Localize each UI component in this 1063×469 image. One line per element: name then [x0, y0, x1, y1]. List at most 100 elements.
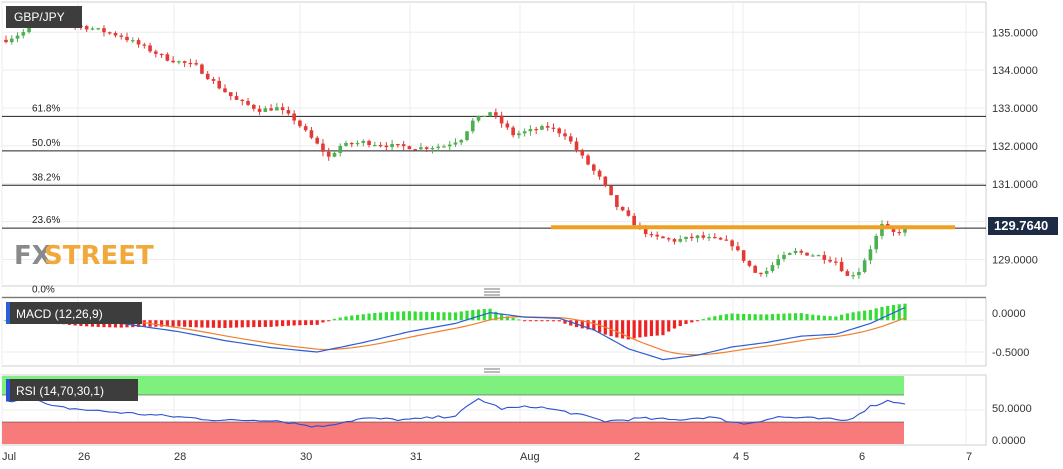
- time-label: 2: [634, 451, 640, 463]
- price-panel: [1, 1, 987, 287]
- price-tick: 132.0000: [992, 141, 1038, 153]
- candle-body: [770, 265, 775, 271]
- macd-hist-bar: [378, 312, 383, 321]
- candle-body: [211, 79, 216, 81]
- watermark: FX STREET: [14, 241, 154, 271]
- candle-body: [396, 144, 400, 146]
- macd-hist-bar: [661, 320, 665, 336]
- candle-body: [753, 265, 757, 273]
- macd-hist-bar: [626, 320, 630, 340]
- macd-hist-bar: [315, 320, 319, 325]
- candle-body: [810, 255, 815, 257]
- candle-body: [580, 149, 585, 156]
- macd-hist-bar: [840, 314, 844, 321]
- candle-body: [130, 40, 135, 42]
- macd-hist-bar: [569, 320, 573, 326]
- candle-body: [822, 255, 827, 260]
- macd-rsi-resize-handle[interactable]: [484, 368, 500, 373]
- rsi-axis: 50.0000 0.0000: [992, 403, 1032, 447]
- candle-body: [465, 131, 469, 141]
- candle-body: [96, 28, 101, 30]
- candle-body: [713, 237, 717, 239]
- macd-hist-bar: [292, 320, 296, 326]
- candle-body: [257, 108, 262, 112]
- candle-body: [390, 144, 394, 148]
- candle-body: [453, 142, 458, 145]
- candle-body: [707, 237, 711, 239]
- candle-body: [592, 164, 596, 171]
- time-label: 26: [78, 451, 90, 463]
- macd-hist-bar: [402, 311, 406, 321]
- fib-label: 0.0%: [32, 284, 55, 295]
- symbol-label: GBP/JPY: [14, 10, 65, 24]
- candle-body: [280, 107, 285, 111]
- last-price-label: 129.7640: [994, 218, 1048, 233]
- candle-body: [545, 126, 550, 128]
- candle-body: [442, 146, 446, 148]
- candle-body: [136, 40, 141, 45]
- candle-body: [292, 113, 296, 121]
- candle-body: [361, 140, 366, 143]
- candle-body: [655, 234, 659, 237]
- candle-body: [522, 131, 527, 134]
- candle-body: [805, 252, 809, 256]
- last-price-marker: 129.7640: [988, 217, 1058, 235]
- macd-hist-bar: [154, 320, 158, 327]
- rsi-badge[interactable]: RSI (14,70,30,1): [6, 379, 138, 401]
- macd-hist-bar: [609, 320, 613, 337]
- macd-hist-bar: [419, 311, 423, 321]
- macd-hist-bar: [390, 311, 394, 321]
- candle-body: [355, 142, 360, 145]
- macd-hist-bar: [718, 315, 723, 321]
- candle-body: [407, 146, 412, 150]
- candle-body: [349, 142, 354, 145]
- symbol-badge[interactable]: GBP/JPY: [6, 6, 82, 28]
- candle-body: [851, 275, 855, 277]
- candle-body: [787, 253, 792, 255]
- candle-body: [661, 236, 665, 239]
- macd-hist-bar: [799, 313, 803, 321]
- price-tick: 131.0000: [992, 179, 1038, 191]
- candle-body: [568, 136, 573, 142]
- macd-hist-bar: [488, 308, 492, 321]
- macd-badge[interactable]: MACD (12,26,9): [6, 302, 142, 324]
- candle-body: [125, 36, 129, 41]
- candle-body: [897, 232, 902, 234]
- candle-body: [666, 238, 671, 240]
- candle-body: [574, 141, 579, 150]
- candle-body: [119, 35, 124, 37]
- candle-body: [609, 185, 613, 196]
- macd-hist-bar: [897, 304, 901, 321]
- macd-axis: 0.0000 -0.5000: [992, 308, 1029, 359]
- macd-hist-bar: [459, 311, 463, 321]
- candle-body: [321, 143, 325, 152]
- candle-body: [684, 236, 688, 240]
- candle-body: [15, 35, 20, 39]
- macd-hist-bar: [240, 320, 244, 328]
- price-macd-resize-handle[interactable]: [484, 288, 500, 296]
- macd-hist-bar: [298, 320, 302, 326]
- macd-hist-bar: [834, 316, 838, 321]
- macd-hist-bar: [344, 316, 348, 321]
- candle-body: [839, 261, 844, 272]
- candle-body: [782, 254, 786, 259]
- macd-hist-bar: [309, 320, 314, 325]
- macd-hist-bar: [528, 320, 533, 322]
- candle-body: [309, 130, 314, 138]
- macd-hist-bar: [632, 320, 636, 339]
- candle-body: [373, 144, 377, 147]
- macd-hist-bar: [396, 311, 400, 321]
- candle-body: [862, 260, 867, 272]
- macd-hist-bar: [868, 309, 873, 321]
- candle-body: [9, 38, 14, 43]
- candle-body: [517, 133, 521, 136]
- candle-body: [142, 44, 147, 46]
- macd-label: MACD (12,26,9): [16, 307, 103, 321]
- rsi-label: RSI (14,70,30,1): [16, 384, 104, 398]
- macd-hist-bar: [263, 320, 267, 327]
- macd-hist-bar: [217, 320, 221, 328]
- candle-body: [177, 61, 181, 63]
- candle-body: [672, 239, 677, 242]
- macd-hist-bar: [730, 313, 734, 321]
- macd-hist-bar: [453, 312, 458, 321]
